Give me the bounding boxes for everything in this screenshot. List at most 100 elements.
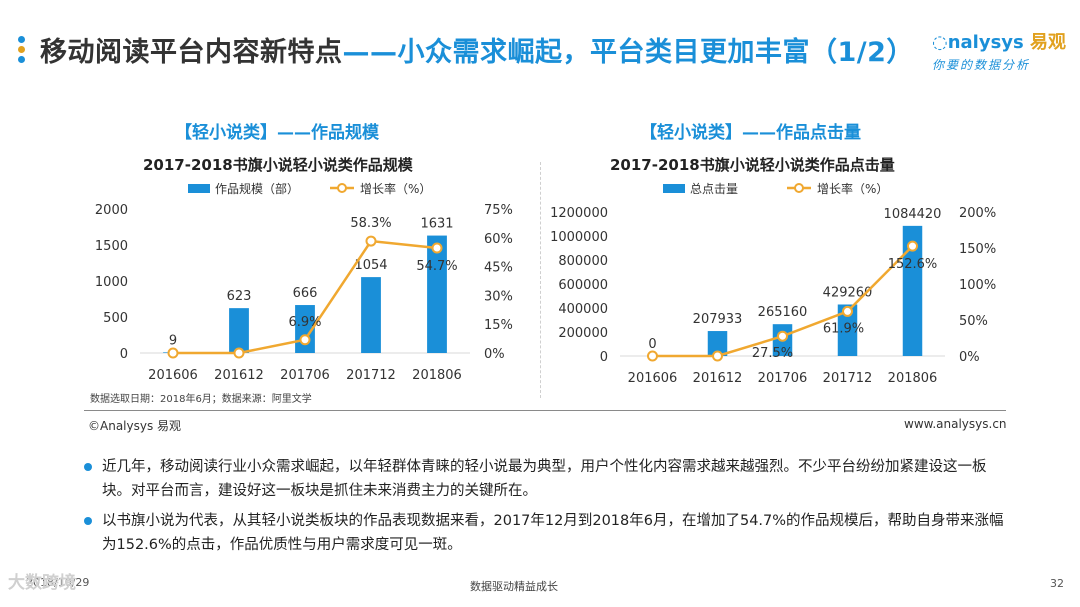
x-tick-label: 201712 xyxy=(823,371,873,386)
y2-tick-label: 60% xyxy=(484,232,513,247)
y-tick-label: 0 xyxy=(120,347,128,362)
chart-left: 作品规模（部） 增长率（%） 0 500 1000 1500 2000 0% 15% 30% 45%… xyxy=(95,181,513,383)
y-tick-label: 0 xyxy=(600,350,608,365)
bar xyxy=(427,235,447,353)
y-tick-label: 1200000 xyxy=(550,206,608,221)
right-chart-title: 2017-2018书旗小说轻小说类作品点击量 xyxy=(610,156,895,174)
bar-value-label: 429260 xyxy=(823,285,873,300)
legend-line-label: 增长率（%） xyxy=(360,181,431,196)
legend-line-marker xyxy=(794,183,804,193)
x-tick-label: 201806 xyxy=(888,371,938,386)
bar xyxy=(361,277,381,353)
copyright: ©Analysys 易观 xyxy=(88,419,182,433)
bullet-item: 以书旗小说为代表，从其轻小说类板块的作品表现数据来看，2017年12月到2018… xyxy=(84,509,1014,557)
x-tick-label: 201712 xyxy=(346,368,396,383)
y2-tick-label: 200% xyxy=(959,206,996,221)
right-section-heading: 【轻小说类】——作品点击量 xyxy=(640,123,861,143)
legend-line-marker xyxy=(337,183,347,193)
x-tick-label: 201606 xyxy=(148,368,198,383)
line-point xyxy=(365,235,377,247)
bar xyxy=(229,308,249,353)
line-point xyxy=(842,305,853,317)
y-tick-label: 1500 xyxy=(95,239,128,254)
bullet-item: 近几年，移动阅读行业小众需求崛起，以年轻群体青睐的轻小说最为典型，用户个性化内容… xyxy=(84,455,1014,503)
bar-value-label: 1054 xyxy=(354,258,387,273)
line-value-label: 61.9% xyxy=(823,321,864,336)
x-tick-label: 201706 xyxy=(280,368,330,383)
analysys-logo: ◌nalysys 易观 你要的数据分析 xyxy=(932,28,1072,78)
line-value-label: 58.3% xyxy=(350,216,391,231)
bar-value-label: 1084420 xyxy=(884,207,942,222)
data-note: 数据选取日期：2018年6月；数据来源：阿里文学 xyxy=(90,394,312,405)
logo-text-a: nalysys xyxy=(947,32,1024,53)
logo-text-b: 易观 xyxy=(1030,32,1067,53)
line-point xyxy=(431,242,443,254)
x-tick-label: 201612 xyxy=(693,371,743,386)
footer-slogan: 数据驱动精益成长 xyxy=(470,580,558,593)
bullet-dot-icon xyxy=(84,463,92,471)
y2-tick-label: 150% xyxy=(959,242,996,257)
y2-tick-label: 0% xyxy=(959,350,980,365)
y-tick-label: 2000 xyxy=(95,203,128,218)
legend-bar-swatch xyxy=(663,184,685,193)
y2-tick-label: 45% xyxy=(484,261,513,276)
y-tick-label: 1000000 xyxy=(550,230,608,245)
line-point xyxy=(233,347,245,359)
bar-value-label: 666 xyxy=(293,286,318,301)
line-point xyxy=(712,350,723,362)
bar xyxy=(707,331,728,356)
legend-bar-swatch xyxy=(188,184,210,193)
footer-date: 2018/10/29 xyxy=(26,576,90,589)
line-value-label: 6.9% xyxy=(288,315,321,330)
left-chart-title: 2017-2018书旗小说轻小说类作品规模 xyxy=(143,156,413,174)
y-tick-label: 500 xyxy=(103,311,128,326)
chart-divider xyxy=(540,162,541,398)
y-tick-label: 200000 xyxy=(558,326,608,341)
line-point xyxy=(777,330,788,342)
x-tick-label: 201606 xyxy=(628,371,678,386)
page-number: 32 xyxy=(1050,577,1064,590)
line-point xyxy=(167,347,179,359)
line-value-label: 152.6% xyxy=(888,257,938,272)
bar-value-label: 207933 xyxy=(693,312,743,327)
line-point xyxy=(907,240,918,252)
bar-value-label: 623 xyxy=(227,289,252,304)
bullet-text: 以书旗小说为代表，从其轻小说类板块的作品表现数据来看，2017年12月到2018… xyxy=(102,513,1004,553)
line-point xyxy=(299,334,311,346)
logo-circle-icon: ◌ xyxy=(932,32,948,53)
line-value-label: 27.5% xyxy=(752,346,793,361)
line-value-label: 54.7% xyxy=(416,259,457,274)
source-divider xyxy=(84,410,1006,411)
y-tick-label: 400000 xyxy=(558,302,608,317)
page-title: 移动阅读平台内容新特点——小众需求崛起，平台类目更加丰富（1/2） xyxy=(40,30,914,69)
bullet-list: 近几年，移动阅读行业小众需求崛起，以年轻群体青睐的轻小说最为典型，用户个性化内容… xyxy=(84,455,1014,563)
bullet-text: 近几年，移动阅读行业小众需求崛起，以年轻群体青睐的轻小说最为典型，用户个性化内容… xyxy=(102,459,987,499)
bar xyxy=(902,225,923,356)
bar-value-label: 1631 xyxy=(420,217,453,232)
bar-value-label: 265160 xyxy=(758,305,808,320)
line-point xyxy=(647,350,658,362)
legend-line-label: 增长率（%） xyxy=(817,181,888,196)
x-tick-label: 201806 xyxy=(412,368,462,383)
y-tick-label: 1000 xyxy=(95,275,128,290)
bar-value-label: 9 xyxy=(169,333,177,348)
bar-value-label: 0 xyxy=(648,337,656,352)
y2-tick-label: 30% xyxy=(484,289,513,304)
y2-tick-label: 75% xyxy=(484,203,513,218)
bar xyxy=(837,304,858,356)
title-sub: ——小众需求崛起，平台类目更加丰富（1/2） xyxy=(342,37,914,68)
y2-tick-label: 0% xyxy=(484,347,505,362)
chart-right: 总点击量 增长率（%） 0 200000 400000 600000 800000 10000… xyxy=(550,181,996,386)
title-main: 移动阅读平台内容新特点 xyxy=(40,37,343,68)
bullet-dot-icon xyxy=(84,517,92,525)
y-tick-label: 800000 xyxy=(558,254,608,269)
watermark: 大数跨境 xyxy=(8,573,76,593)
legend-bar-label: 作品规模（部） xyxy=(215,181,299,196)
y2-tick-label: 50% xyxy=(959,314,988,329)
y2-tick-label: 15% xyxy=(484,318,513,333)
legend-bar-label: 总点击量 xyxy=(690,182,738,196)
website: www.analysys.cn xyxy=(904,417,1007,431)
logo-slogan: 你要的数据分析 xyxy=(932,58,1031,72)
y-tick-label: 600000 xyxy=(558,278,608,293)
x-tick-label: 201706 xyxy=(758,371,808,386)
